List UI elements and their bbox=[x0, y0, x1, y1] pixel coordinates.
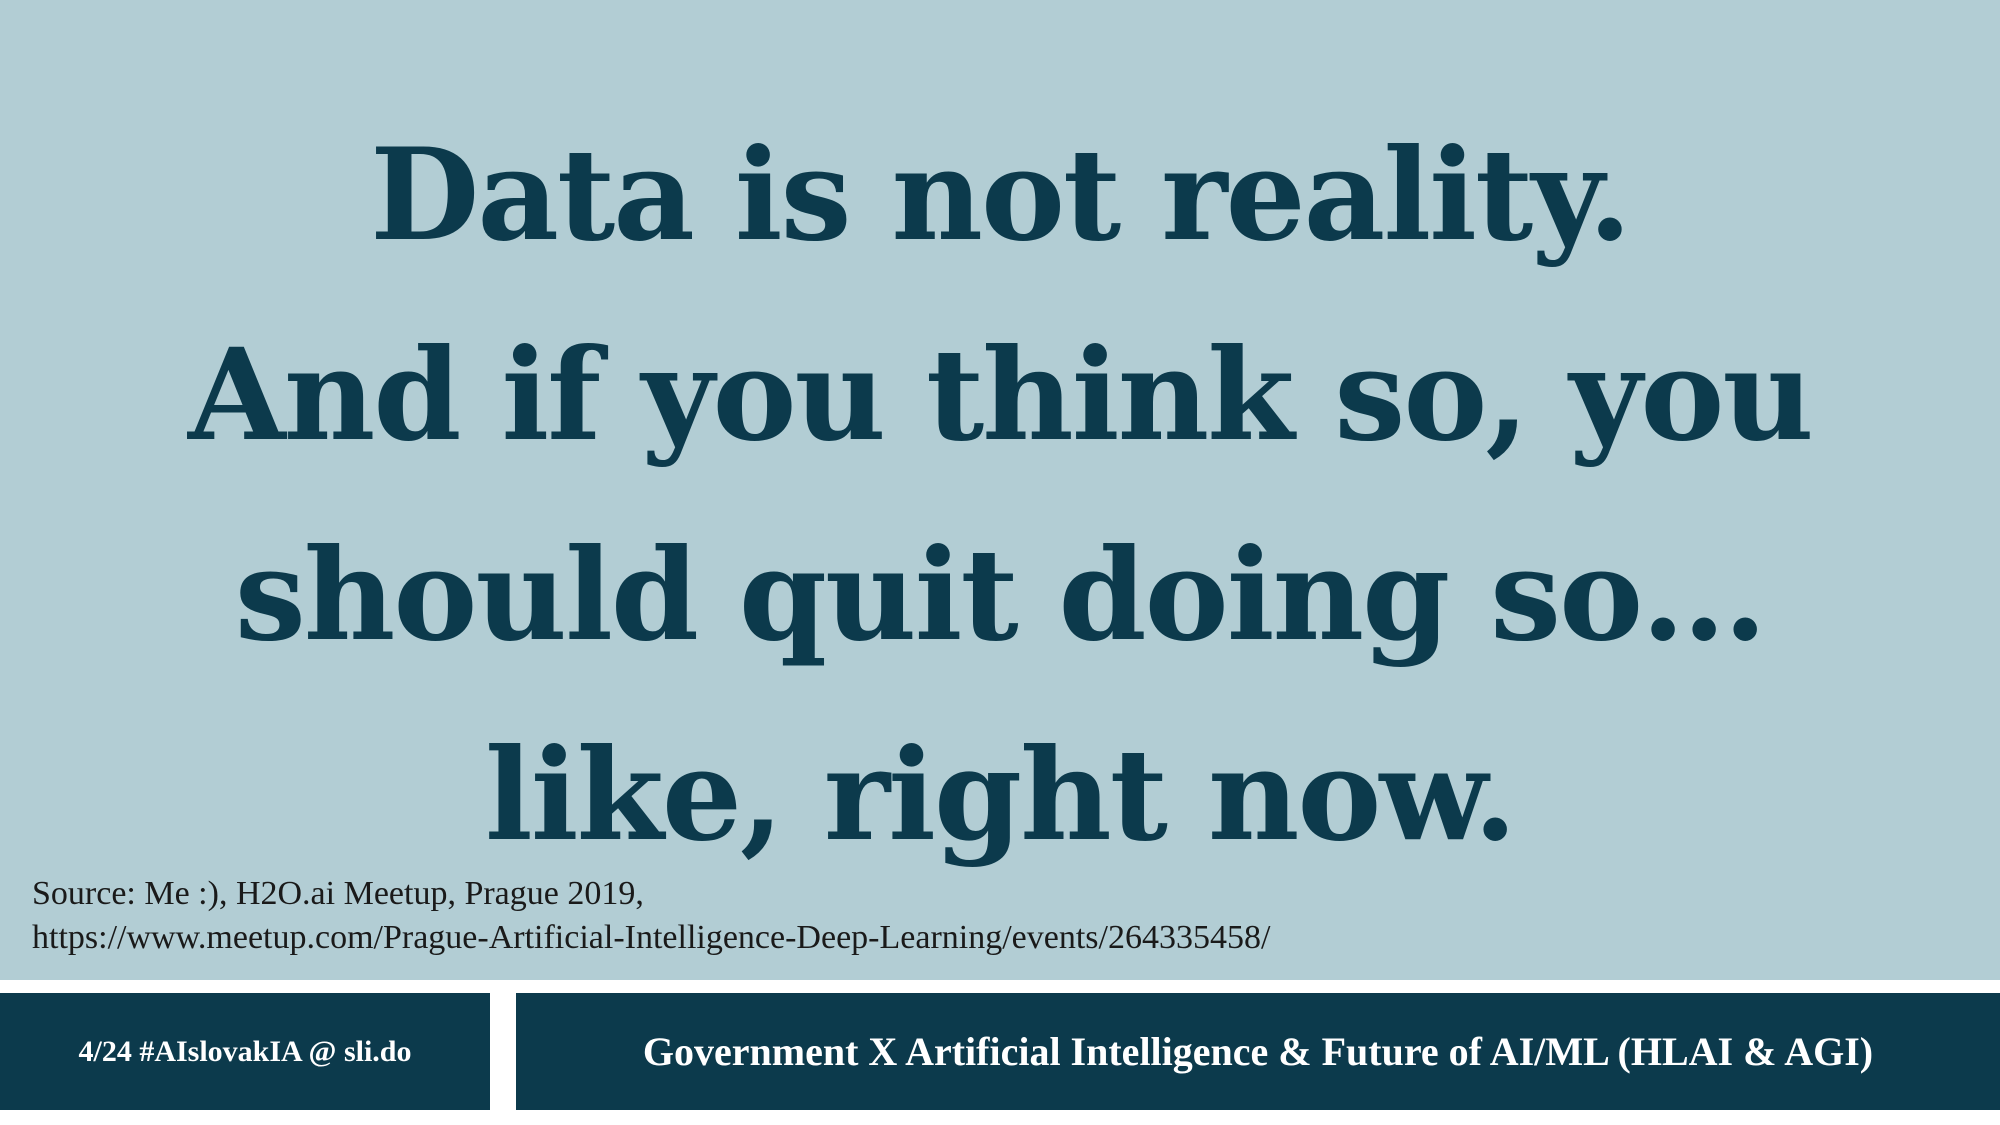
footer-left-bar: 4/24 #AIslovakIA @ sli.do bbox=[0, 993, 490, 1110]
quote-line-1: Data is not reality. bbox=[370, 121, 1632, 269]
footer-right-bar: Government X Artificial Intelligence & F… bbox=[516, 993, 2000, 1110]
slide-content-area: Data is not reality. And if you think so… bbox=[0, 0, 2000, 980]
source-citation: Source: Me :), H2O.ai Meetup, Prague 201… bbox=[32, 872, 1270, 960]
source-line-1: Source: Me :), H2O.ai Meetup, Prague 201… bbox=[32, 875, 644, 912]
source-link[interactable]: https://www.meetup.com/Prague-Artificial… bbox=[32, 919, 1271, 956]
quote-line-2: And if you think so, you bbox=[187, 321, 1814, 469]
footer-slide-number-hashtag: 4/24 #AIslovakIA @ sli.do bbox=[78, 1034, 412, 1068]
quote-block: Data is not reality. And if you think so… bbox=[0, 95, 2000, 895]
quote-line-3: should quit doing so… bbox=[234, 521, 1767, 669]
footer-presentation-title: Government X Artificial Intelligence & F… bbox=[642, 1029, 1874, 1074]
quote-line-4: like, right now. bbox=[484, 721, 1517, 869]
